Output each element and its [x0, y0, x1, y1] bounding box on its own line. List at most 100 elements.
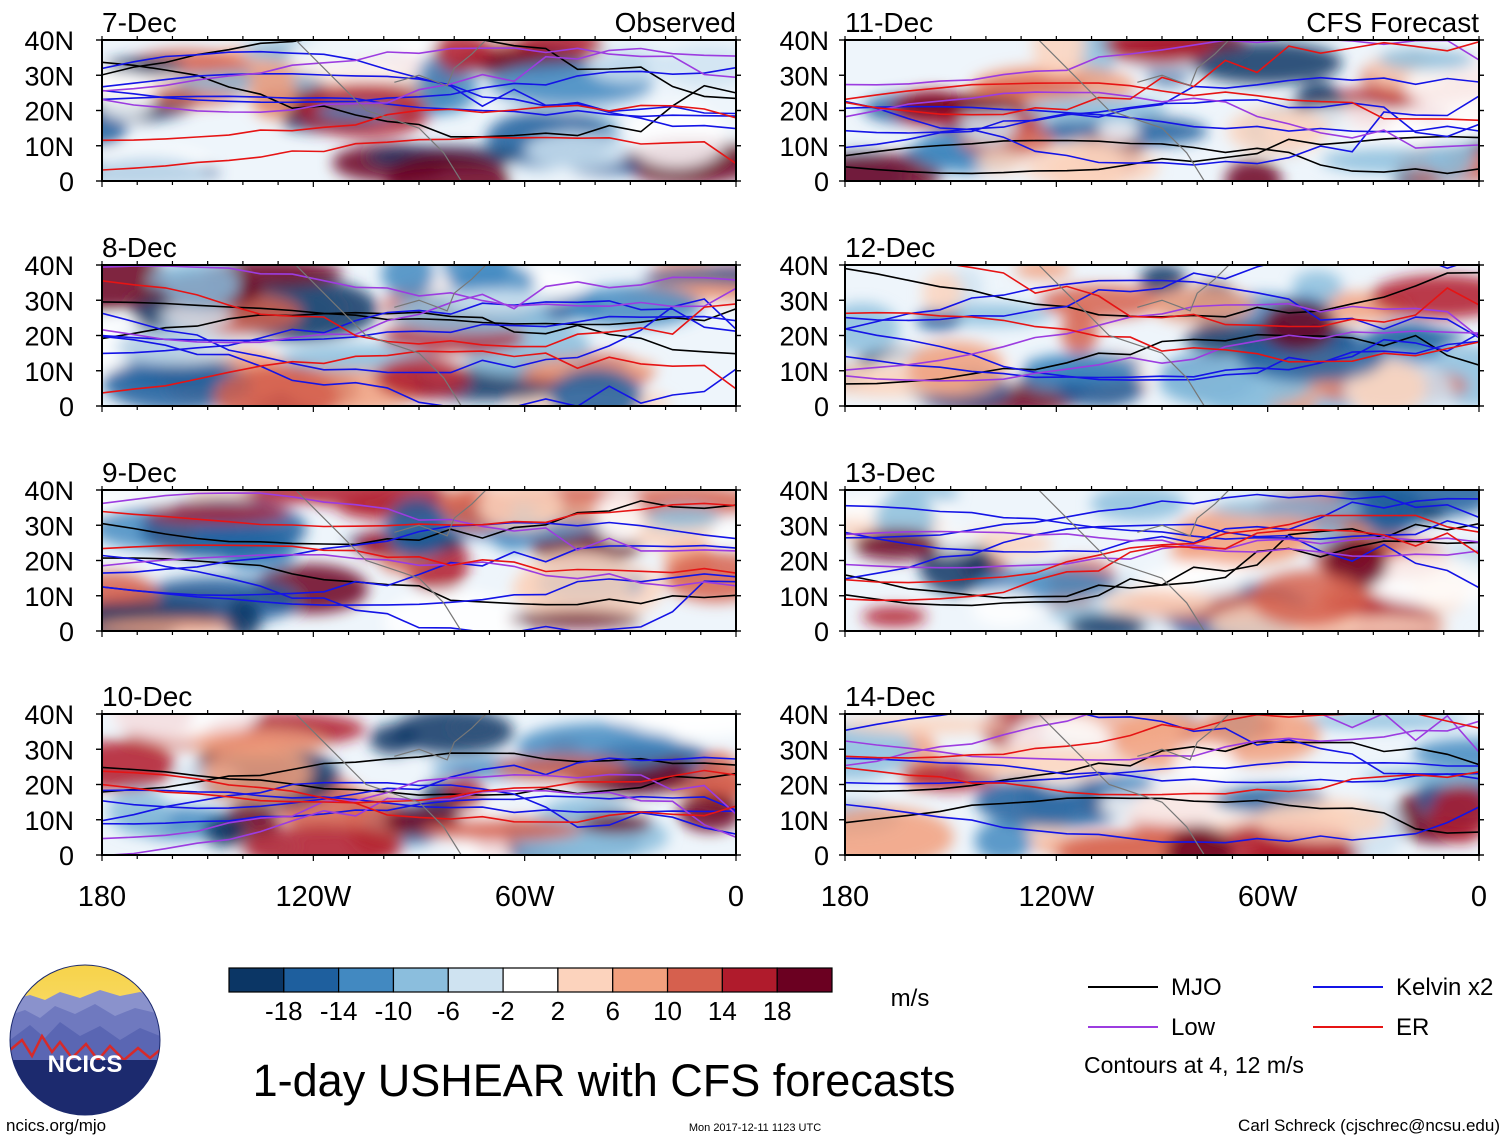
contour-mjo — [845, 740, 1479, 793]
contour-er — [845, 82, 1479, 122]
footer-timestamp: Mon 2017-12-11 1123 UTC — [689, 1122, 821, 1134]
contour-low — [845, 714, 1479, 767]
y-tick-label: 30N — [24, 61, 74, 91]
contour-kelvin-x2 — [845, 95, 1479, 166]
y-tick-label: 10N — [779, 357, 829, 387]
coastline — [394, 40, 487, 87]
y-tick-label: 0 — [59, 392, 74, 422]
panel-date-label: 14-Dec — [845, 681, 935, 712]
panel-date-label: 8-Dec — [102, 232, 177, 263]
y-tick-label: 0 — [59, 841, 74, 871]
y-tick-label: 10N — [24, 582, 74, 612]
contour-low — [845, 40, 1479, 86]
contour-kelvin-x2 — [102, 554, 736, 631]
coastline — [295, 265, 462, 406]
contour-low — [102, 47, 736, 92]
y-tick-label: 20N — [779, 547, 829, 577]
colorbar-swatch — [392, 967, 449, 993]
shear-field — [845, 490, 1479, 631]
y-tick-label: 40N — [779, 700, 829, 730]
contour-er — [102, 280, 736, 348]
x-tick-label: 180 — [821, 881, 869, 913]
contour-kelvin-x2 — [845, 497, 1479, 553]
contour-low — [845, 530, 1479, 558]
colorbar-swatch — [502, 967, 559, 993]
panel-8-dec: 0 10N 20N 30N 40N 8-Dec — [24, 232, 741, 422]
coastline — [1038, 40, 1205, 181]
coastline — [1137, 490, 1230, 537]
colorbar-label: -10 — [375, 996, 413, 1026]
colorbar-swatch — [666, 967, 723, 993]
y-tick-label: 40N — [24, 26, 74, 56]
contour-kelvin-x2 — [102, 300, 736, 355]
footer-url[interactable]: ncics.org/mjo — [6, 1116, 106, 1135]
y-tick-label: 0 — [814, 167, 829, 197]
contour-mjo — [845, 135, 1479, 175]
contour-low — [845, 536, 1479, 569]
contour-kelvin-x2 — [845, 105, 1479, 133]
colorbar-swatch — [612, 967, 669, 993]
x-tick-label: 60W — [495, 881, 555, 913]
panel-10-dec: 0 10N 20N 30N 40N 10-Dec 180 120W 60W 0 — [24, 681, 744, 913]
contour-note: Contours at 4, 12 m/s — [1084, 1052, 1304, 1078]
contour-low — [102, 554, 736, 588]
panel-date-label: 7-Dec — [102, 7, 177, 38]
contour-low — [102, 276, 736, 344]
y-tick-label: 0 — [814, 841, 829, 871]
y-tick-label: 40N — [779, 476, 829, 506]
contour-kelvin-x2 — [845, 76, 1479, 134]
panel-11-dec: 0 10N 20N 30N 40N 11-Dec CFS Forecast — [779, 7, 1484, 197]
colorbar-label: 10 — [653, 996, 682, 1026]
y-tick-label: 20N — [24, 322, 74, 352]
contour-mjo — [102, 301, 736, 326]
panel-date-label: 10-Dec — [102, 681, 192, 712]
contour-er — [102, 136, 736, 171]
y-tick-label: 20N — [24, 771, 74, 801]
coastline — [394, 490, 487, 537]
contour-kelvin-x2 — [845, 493, 1479, 539]
x-tick-label: 120W — [275, 881, 351, 913]
contour-kelvin-x2 — [102, 73, 736, 115]
colorbar-swatch — [338, 967, 395, 993]
colorbar-swatch — [776, 967, 833, 993]
colorbar-swatch — [557, 967, 614, 993]
footer-credit: Carl Schreck (cjschrec@ncsu.edu) — [1238, 1116, 1500, 1135]
column-header: Observed — [615, 7, 736, 38]
contour-mjo — [102, 40, 736, 100]
x-tick-label: 60W — [1238, 881, 1298, 913]
panel-date-label: 9-Dec — [102, 457, 177, 488]
legend-label: MJO — [1171, 974, 1222, 1001]
y-tick-label: 0 — [59, 167, 74, 197]
y-tick-label: 10N — [779, 132, 829, 162]
x-tick-label: 120W — [1018, 881, 1094, 913]
contour-kelvin-x2 — [845, 328, 1479, 381]
contour-kelvin-x2 — [845, 761, 1479, 785]
y-tick-label: 10N — [24, 132, 74, 162]
contour-low — [102, 773, 736, 840]
contour-mjo — [102, 311, 736, 355]
contour-mjo — [845, 540, 1479, 607]
y-tick-label: 20N — [779, 771, 829, 801]
contour-kelvin-x2 — [102, 66, 736, 104]
contour-er — [949, 265, 1479, 328]
colorbar-label: 18 — [763, 996, 792, 1026]
coastline — [1137, 714, 1230, 761]
y-tick-label: 0 — [814, 392, 829, 422]
coastline — [1038, 490, 1205, 631]
contour-low — [102, 265, 736, 308]
contour-kelvin-x2 — [102, 781, 736, 835]
contour-mjo — [845, 139, 1479, 175]
y-tick-label: 40N — [779, 26, 829, 56]
y-tick-label: 40N — [24, 700, 74, 730]
colorbar-label: -2 — [492, 996, 515, 1026]
contour-low — [845, 330, 1479, 382]
contour-low — [845, 91, 1479, 149]
panel-13-dec: 0 10N 20N 30N 40N 13-Dec — [779, 457, 1484, 647]
legend-label: ER — [1396, 1014, 1429, 1041]
y-tick-label: 0 — [814, 617, 829, 647]
contour-kelvin-x2 — [102, 756, 736, 810]
contour-er — [845, 767, 1479, 796]
y-tick-label: 30N — [779, 511, 829, 541]
contour-er — [102, 502, 736, 528]
contour-er — [845, 41, 1479, 116]
